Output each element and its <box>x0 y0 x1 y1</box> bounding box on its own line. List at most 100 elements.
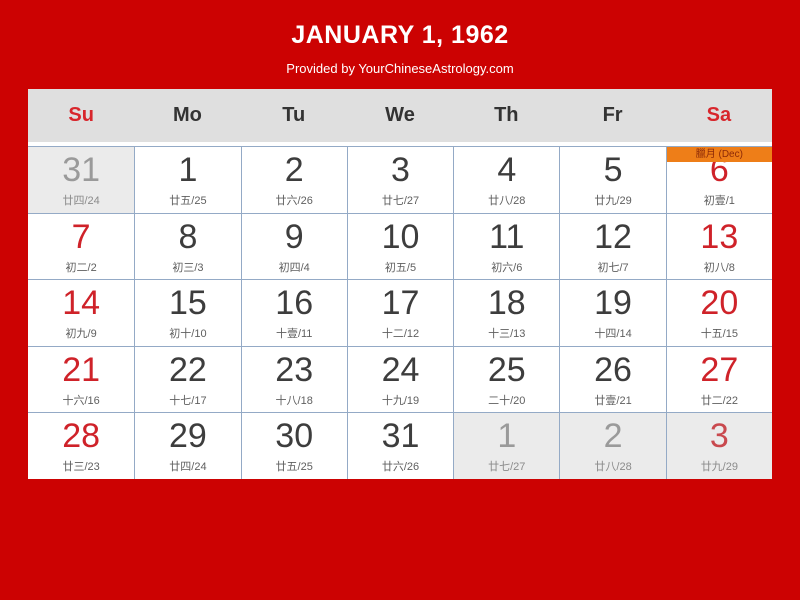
lunar-date-label: 廿八/28 <box>594 461 632 474</box>
weekday-mo: Mo <box>172 104 202 126</box>
calendar-cell[interactable]: 20 十五/15 <box>665 279 772 346</box>
weekday-row: Su Mo Tu We Th Fr Sa <box>28 89 772 142</box>
date-number: 24 <box>381 350 420 389</box>
weekday-tu: Tu <box>282 104 306 126</box>
weekday-we: We <box>385 104 415 126</box>
page-title: JANUARY 1, 1962 <box>291 21 509 49</box>
date-number: 21 <box>62 350 101 389</box>
calendar-cell[interactable]: 24 十九/19 <box>346 345 454 412</box>
lunar-date-label: 廿七/27 <box>381 195 420 208</box>
calendar-cell[interactable]: 31 廿四/24 <box>28 146 135 213</box>
lunar-date-label: 廿六/26 <box>275 195 313 208</box>
lunar-date-label: 十五/15 <box>700 328 738 341</box>
calendar-cell[interactable]: 4 廿八/28 <box>453 146 560 213</box>
calendar-cell[interactable]: 2 廿六/26 <box>240 146 347 213</box>
calendar-cell[interactable]: 3 廿七/27 <box>346 146 454 213</box>
lunar-date-label: 初五/5 <box>384 261 417 274</box>
calendar-cell[interactable]: 13 初八/8 <box>665 212 772 279</box>
calendar-cell[interactable]: 11 初六/6 <box>453 212 560 279</box>
calendar-cell[interactable]: 3 廿九/29 <box>665 412 772 479</box>
date-number: 26 <box>594 350 632 389</box>
date-number: 1 <box>178 151 198 190</box>
calendar-cell[interactable]: 14 初九/9 <box>28 279 135 346</box>
lunar-date-label: 十四/14 <box>594 328 632 341</box>
lunar-date-label: 初十/10 <box>169 328 207 341</box>
date-number: 20 <box>700 284 739 323</box>
date-number: 25 <box>487 350 526 389</box>
calendar-cell[interactable]: 1 廿五/25 <box>134 146 241 213</box>
lunar-date-label: 廿六/26 <box>381 461 420 474</box>
lunar-date-label: 十七/17 <box>169 394 207 407</box>
date-number: 23 <box>275 350 314 389</box>
calendar-cell[interactable]: 臘月 (Dec) 6 初壹/1 <box>665 146 772 213</box>
lunar-date-label: 廿三/23 <box>62 461 100 474</box>
lunar-date-label: 初三/3 <box>172 261 204 274</box>
lunar-date-label: 廿九/29 <box>594 195 632 208</box>
lunar-date-label: 十二/12 <box>381 328 420 341</box>
calendar-cell[interactable]: 16 十壹/11 <box>240 279 347 346</box>
calendar-cell[interactable]: 10 初五/5 <box>346 212 454 279</box>
calendar-cell[interactable]: 29 廿四/24 <box>134 412 241 479</box>
header-divider <box>28 142 772 146</box>
lunar-date-label: 初六/6 <box>491 261 523 274</box>
date-number: 29 <box>169 417 207 456</box>
date-number: 17 <box>381 284 420 323</box>
calendar-cell[interactable]: 7 初二/2 <box>28 212 135 279</box>
provider-credit: Provided by YourChineseAstrology.com <box>286 61 514 76</box>
date-number: 19 <box>594 284 632 323</box>
calendar-cell[interactable]: 15 初十/10 <box>134 279 241 346</box>
calendar-cell[interactable]: 1 廿七/27 <box>453 412 560 479</box>
weekday-sa: Sa <box>706 104 732 126</box>
date-number: 10 <box>381 217 420 256</box>
calendar-cell[interactable]: 8 初三/3 <box>134 212 241 279</box>
lunar-date-label: 廿五/25 <box>275 461 313 474</box>
lunar-date-label: 廿七/27 <box>488 461 526 474</box>
weekday-fr: Fr <box>602 104 623 126</box>
calendar-cell[interactable]: 19 十四/14 <box>559 279 666 346</box>
weekday-su: Su <box>68 104 94 126</box>
calendar-cell[interactable]: 5 廿九/29 <box>559 146 666 213</box>
calendar-cell[interactable]: 22 十七/17 <box>134 345 241 412</box>
lunar-date-label: 廿八/28 <box>488 195 526 208</box>
lunar-date-label: 廿五/25 <box>169 195 207 208</box>
calendar-cell[interactable]: 30 廿五/25 <box>240 412 347 479</box>
date-number: 1 <box>497 417 517 456</box>
date-number: 14 <box>62 284 101 323</box>
date-number: 9 <box>284 217 304 256</box>
calendar-grid: 31 廿四/24 1 廿五/25 2 廿六/26 3 廿七/27 4 廿八/28 5 廿九/29 臘月 … <box>28 146 772 479</box>
date-number: 12 <box>594 217 632 256</box>
calendar: Su Mo Tu We Th Fr Sa 31 廿四/24 1 廿五/25 2 廿六/26 3 廿七/27… <box>28 89 772 479</box>
date-number: 3 <box>391 151 410 190</box>
calendar-cell[interactable]: 26 廿壹/21 <box>559 345 666 412</box>
lunar-date-label: 初七/7 <box>597 261 629 274</box>
calendar-cell[interactable]: 25 二十/20 <box>453 345 560 412</box>
lunar-date-label: 初四/4 <box>278 261 310 274</box>
lunar-date-label: 初九/9 <box>65 328 97 341</box>
lunar-date-label: 初八/8 <box>703 261 735 274</box>
date-number: 18 <box>487 284 526 323</box>
date-number: 31 <box>62 151 101 190</box>
calendar-cell[interactable]: 27 廿二/22 <box>665 345 772 412</box>
calendar-cell[interactable]: 23 十八/18 <box>240 345 347 412</box>
date-number: 4 <box>497 151 517 190</box>
calendar-cell[interactable]: 21 十六/16 <box>28 345 135 412</box>
calendar-cell[interactable]: 18 十三/13 <box>453 279 560 346</box>
calendar-cell[interactable]: 17 十二/12 <box>346 279 454 346</box>
date-number: 22 <box>169 350 207 389</box>
date-number: 13 <box>700 217 739 256</box>
calendar-cell[interactable]: 31 廿六/26 <box>346 412 454 479</box>
calendar-cell[interactable]: 28 廿三/23 <box>28 412 135 479</box>
calendar-cell[interactable]: 12 初七/7 <box>559 212 666 279</box>
date-number: 7 <box>71 217 91 256</box>
date-number: 15 <box>169 284 207 323</box>
date-number: 27 <box>700 350 739 389</box>
calendar-cell[interactable]: 2 廿八/28 <box>559 412 666 479</box>
lunar-date-label: 十九/19 <box>381 394 420 407</box>
date-number: 30 <box>275 417 314 456</box>
lunar-date-label: 廿壹/21 <box>594 394 632 407</box>
calendar-cell[interactable]: 9 初四/4 <box>240 212 347 279</box>
date-number: 5 <box>603 151 623 190</box>
date-number: 28 <box>62 417 101 456</box>
date-number: 16 <box>275 284 314 323</box>
lunar-date-label: 十六/16 <box>62 394 100 407</box>
